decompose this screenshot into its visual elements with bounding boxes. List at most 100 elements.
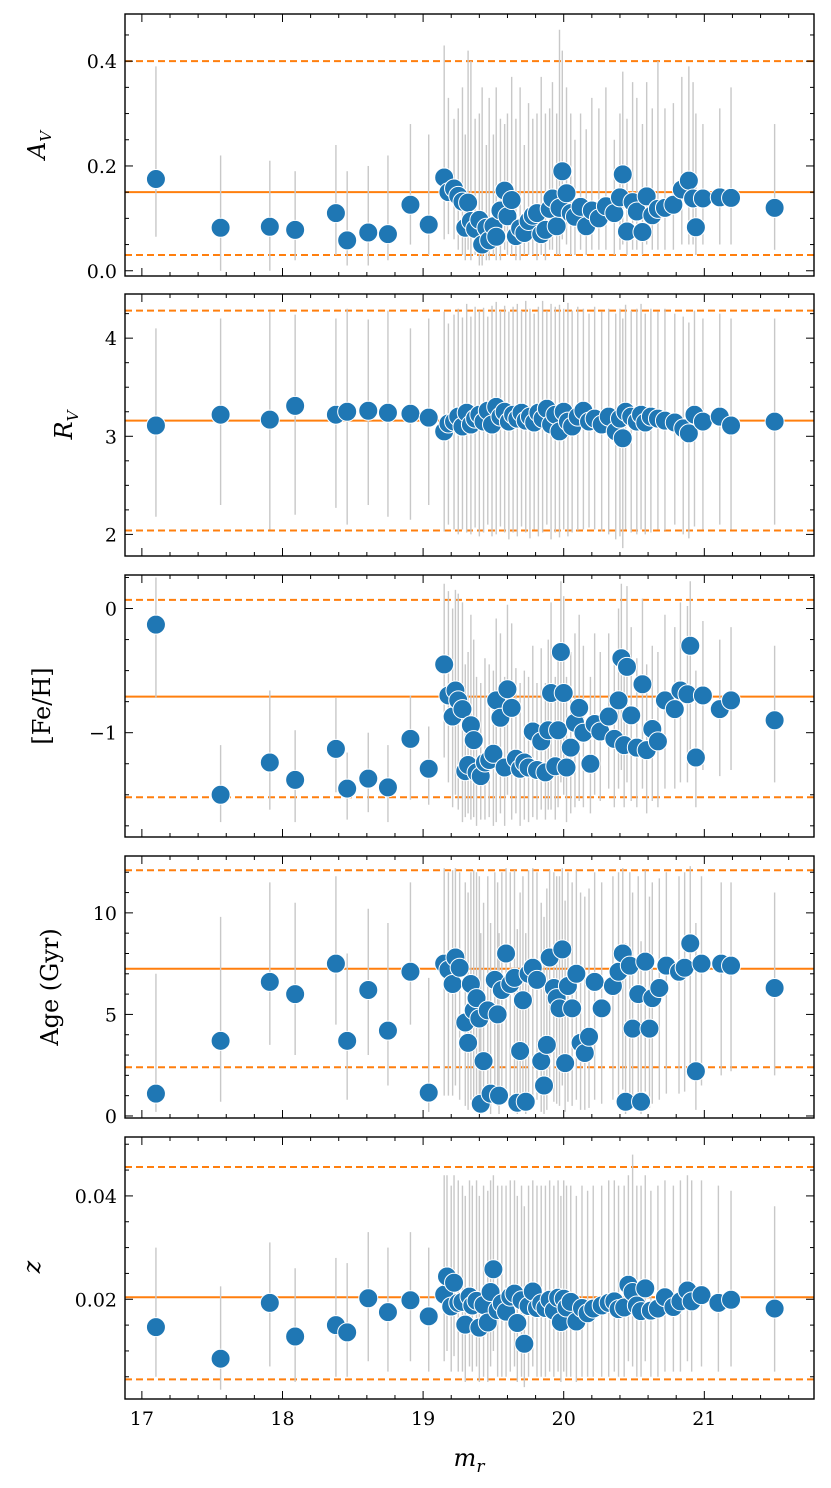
data-point-age — [639, 1018, 660, 1039]
data-point-age — [512, 990, 533, 1011]
data-point-rv — [145, 415, 166, 436]
data-point-av — [612, 164, 633, 185]
data-point-feh — [337, 778, 358, 799]
data-point-feh — [550, 641, 571, 662]
data-point-age — [489, 1085, 510, 1106]
data-point-age — [685, 1061, 706, 1082]
data-point-feh — [358, 768, 379, 789]
data-point-av — [259, 216, 280, 237]
data-point-feh — [553, 682, 574, 703]
data-point-age — [358, 980, 379, 1001]
data-point-age — [325, 953, 346, 974]
data-point-age — [579, 1026, 600, 1047]
plot-z: 0.02 0.04 — [75, 1136, 815, 1400]
data-point-feh — [548, 720, 569, 741]
data-point-age — [418, 1082, 439, 1103]
panel-z: z — [18, 1260, 46, 1274]
y-tick-label-rv: 3 — [105, 426, 117, 448]
y-tick-label-rv: 4 — [105, 328, 117, 350]
data-point-age — [680, 933, 701, 954]
data-point-age — [515, 1091, 536, 1112]
data-point-av — [486, 226, 507, 247]
data-point-age — [510, 1040, 531, 1061]
data-point-feh — [598, 706, 619, 727]
data-point-feh — [463, 730, 484, 751]
data-point-age — [555, 1053, 576, 1074]
data-point-z — [145, 1317, 166, 1338]
data-point-age — [487, 1004, 508, 1025]
data-point-feh — [377, 777, 398, 798]
data-point-z — [507, 1313, 528, 1334]
y-tick-label-feh: 0 — [105, 599, 117, 621]
data-point-rv — [358, 400, 379, 421]
data-point-feh — [569, 697, 590, 718]
axes-frame-av — [124, 13, 815, 277]
data-point-feh — [616, 656, 637, 677]
ylabel-feh: [Fe/H] — [28, 667, 56, 744]
y-tick-label-age: 5 — [105, 1004, 117, 1026]
ylabel-z-holder: z — [18, 1260, 46, 1274]
data-point-z — [259, 1292, 280, 1313]
data-point-av — [145, 169, 166, 190]
data-point-age — [259, 971, 280, 992]
plot-area-rv — [125, 300, 814, 549]
data-point-rv — [400, 403, 421, 424]
data-point-rv — [612, 428, 633, 449]
data-point-av — [325, 203, 346, 224]
plot-area-z — [125, 1154, 814, 1390]
y-tick-label-age: 10 — [93, 903, 117, 925]
plot-area-av — [125, 29, 814, 271]
data-point-av — [501, 190, 522, 211]
data-point-age — [449, 957, 470, 978]
data-point-age — [285, 984, 306, 1005]
data-point-feh — [483, 743, 504, 764]
data-point-feh — [608, 690, 629, 711]
data-point-av — [663, 194, 684, 215]
data-point-feh — [560, 737, 581, 758]
ylabel-age: Age (Gyr) — [36, 928, 64, 1046]
ylabel-feh-holder: [Fe/H] — [28, 667, 56, 744]
x-tick-label: 21 — [692, 1408, 716, 1430]
panel-av: AV — [23, 129, 55, 161]
data-point-age — [458, 1032, 479, 1053]
data-point-age — [631, 1091, 652, 1112]
axes-frame-z — [124, 1136, 815, 1400]
xlabel: mr — [454, 1444, 486, 1477]
y-tick-label-av: 0.2 — [87, 156, 117, 178]
data-point-av — [632, 221, 653, 242]
ylabel-av-holder: AV — [23, 129, 55, 161]
data-point-age — [584, 971, 605, 992]
data-point-age — [622, 1018, 643, 1039]
data-point-av — [458, 192, 479, 213]
data-point-av — [764, 197, 785, 218]
data-point-feh — [632, 674, 653, 695]
data-point-av — [210, 217, 231, 238]
data-point-z — [691, 1285, 712, 1306]
ylabel-av: AV — [23, 129, 55, 161]
y-tick-label-av: 0.0 — [87, 261, 117, 283]
data-point-age — [591, 998, 612, 1019]
data-point-age — [566, 963, 587, 984]
data-point-feh — [400, 728, 421, 749]
data-point-age — [691, 953, 712, 974]
data-point-age — [562, 998, 583, 1019]
data-point-av — [337, 230, 358, 251]
data-point-age — [473, 1051, 494, 1072]
plot-area-age — [125, 866, 814, 1114]
data-point-feh — [285, 769, 306, 790]
data-point-age — [496, 943, 517, 964]
data-point-feh — [452, 699, 473, 720]
data-point-feh — [621, 705, 642, 726]
panel-feh: [Fe/H] — [28, 667, 56, 744]
data-point-feh — [556, 757, 577, 778]
data-point-feh — [647, 731, 668, 752]
panel-age: Age (Gyr) — [36, 928, 64, 1046]
data-point-feh — [145, 614, 166, 635]
data-point-z — [418, 1306, 439, 1327]
data-point-rv — [210, 404, 231, 425]
data-point-z — [514, 1333, 535, 1354]
data-point-z — [337, 1322, 358, 1343]
data-point-feh — [501, 697, 522, 718]
data-point-feh — [685, 747, 706, 768]
